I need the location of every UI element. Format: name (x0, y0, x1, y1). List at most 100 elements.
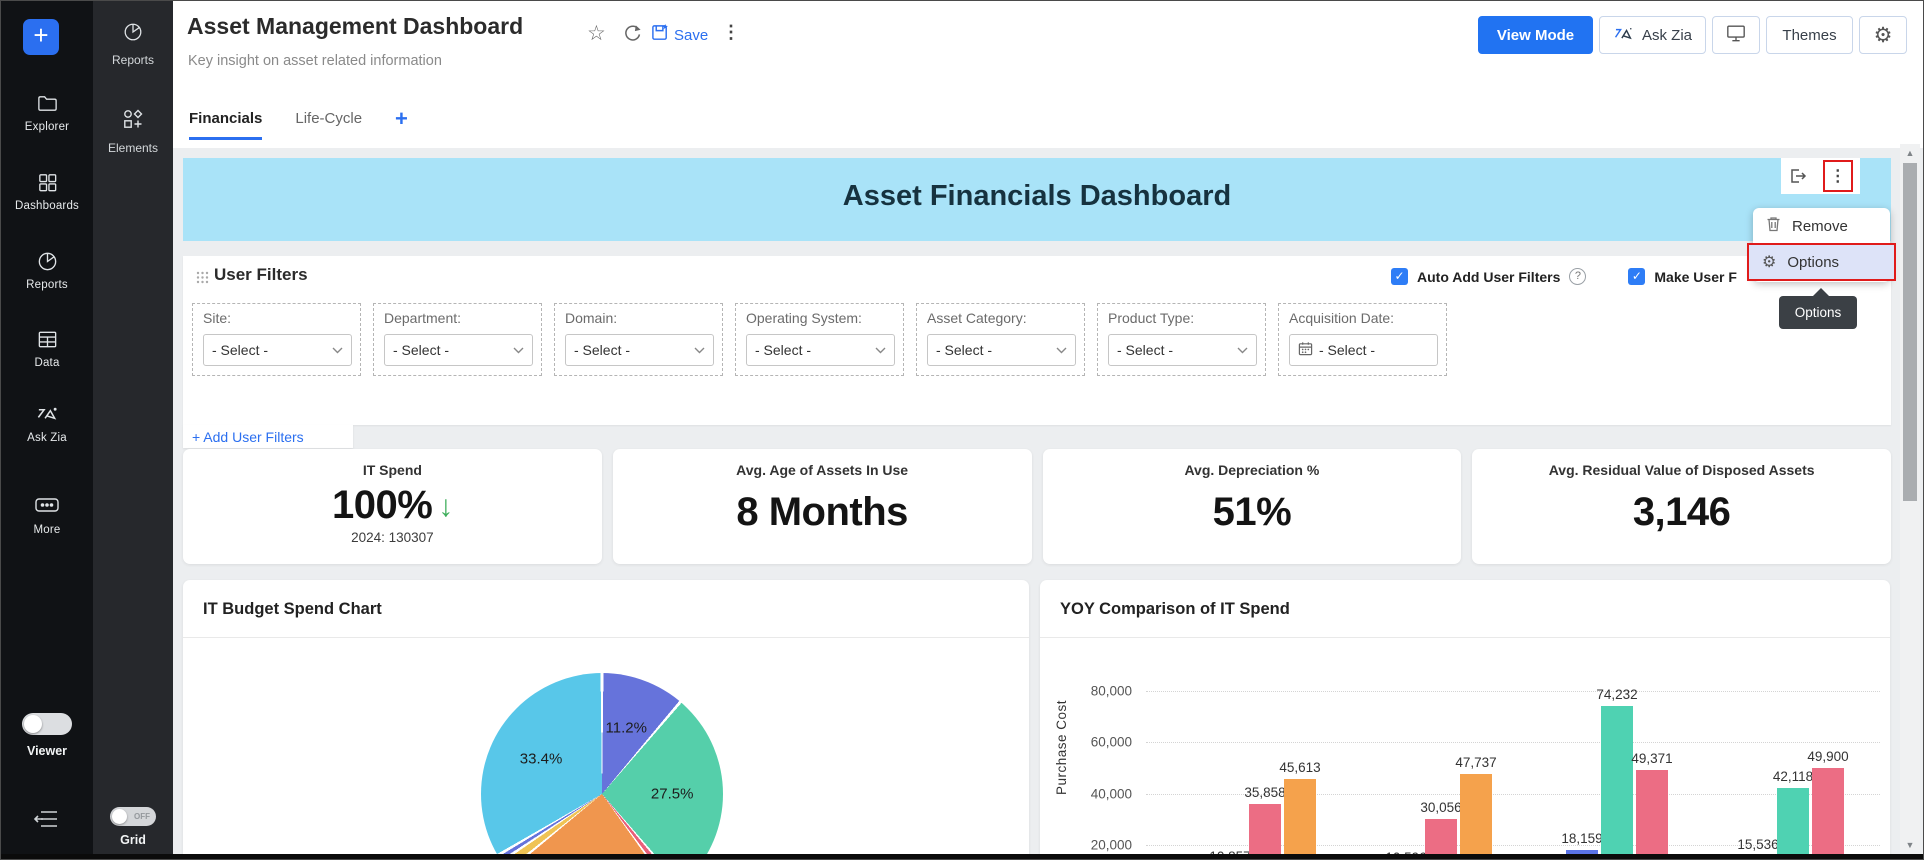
add-user-filters-button[interactable]: + Add User Filters (183, 425, 353, 448)
filter-label: Product Type: (1108, 310, 1195, 326)
bar[interactable] (1636, 769, 1668, 859)
auto-add-filters-checkbox[interactable]: ✓ (1391, 268, 1408, 285)
panel-item-label: Reports (111, 53, 155, 67)
bar-value-label: 42,118 (1772, 769, 1814, 785)
dashboard-banner[interactable]: Asset Financials Dashboard ⋮ (183, 158, 1891, 241)
view-mode-button[interactable]: View Mode (1478, 16, 1593, 54)
bar[interactable] (1425, 819, 1457, 859)
sidebar-item-data[interactable]: Data (1, 328, 93, 369)
panel-item-elements[interactable]: Elements (93, 107, 173, 155)
add-tab-button[interactable]: + (395, 106, 408, 131)
scrollbar-thumb[interactable] (1903, 163, 1917, 501)
sidebar-item-label: Reports (26, 279, 68, 291)
help-icon[interactable]: ? (1569, 268, 1587, 285)
data-table-icon (1, 328, 93, 352)
tab-financials[interactable]: Financials (189, 104, 263, 140)
save-button[interactable]: Save (651, 23, 708, 47)
make-user-filters-checkbox[interactable]: ✓ (1628, 268, 1646, 285)
sidebar-item-ask-zia[interactable]: Ask Zia (1, 403, 93, 444)
presentation-mode-button[interactable] (1712, 16, 1760, 54)
tab-life-cycle[interactable]: Life-Cycle (295, 110, 363, 127)
bar-value-label: 49,371 (1631, 750, 1673, 766)
drag-handle-icon[interactable] (196, 271, 209, 289)
zia-icon (1, 403, 93, 427)
kpi-subtitle: 2024: 130307 (351, 530, 434, 545)
save-label: Save (674, 26, 709, 44)
gear-icon: ⚙ (1873, 23, 1893, 47)
y-tick-label: 60,000 (1090, 734, 1132, 750)
filter-acquisition-date: Acquisition Date: - Select - (1278, 303, 1447, 376)
bar-value-label: 49,900 (1807, 749, 1849, 765)
create-new-button[interactable]: + (23, 19, 59, 55)
bar[interactable] (1284, 779, 1316, 859)
bar[interactable] (1601, 705, 1633, 859)
site-select[interactable]: - Select - (203, 334, 352, 366)
kpi-avg-age[interactable]: Avg. Age of Assets In Use 8 Months (612, 449, 1032, 564)
kpi-avg-residual-value[interactable]: Avg. Residual Value of Disposed Assets 3… (1472, 449, 1891, 564)
department-select[interactable]: - Select - (384, 334, 533, 366)
menu-item-options[interactable]: ⚙ Options (1747, 243, 1896, 281)
banner-kebab-icon[interactable]: ⋮ (1822, 160, 1853, 192)
sidebar-item-label: Explorer (24, 121, 70, 133)
divider (183, 637, 1029, 638)
kpi-row: IT Spend 100% ↓ 2024: 130307 Avg. Age of … (183, 449, 1891, 564)
bar-value-label: 47,737 (1455, 754, 1497, 770)
menu-item-remove[interactable]: Remove (1753, 208, 1890, 244)
bar-value-label: 45,613 (1279, 760, 1321, 776)
collapse-sidebar-icon[interactable] (33, 807, 61, 836)
panel-item-reports[interactable]: Reports (93, 21, 173, 67)
product-type-select[interactable]: - Select - (1108, 334, 1257, 366)
filter-label: Acquisition Date: (1289, 310, 1395, 326)
refresh-icon[interactable] (623, 24, 642, 48)
bar-value-label: 74,232 (1596, 686, 1638, 702)
kpi-title: Avg. Depreciation % (1184, 462, 1320, 478)
gridline (1146, 793, 1880, 795)
pie-report-icon (122, 23, 144, 47)
monitor-icon (1725, 23, 1747, 47)
sidebar-item-dashboards[interactable]: Dashboards (1, 171, 93, 212)
filter-operating-system: Operating System: - Select - (735, 303, 904, 376)
chevron-down-icon (1056, 347, 1067, 354)
kpi-value: 8 Months (736, 490, 908, 534)
pie-disk[interactable] (481, 673, 723, 859)
favorite-star-icon[interactable]: ☆ (587, 22, 606, 45)
y-tick-label: 80,000 (1090, 683, 1132, 699)
chevron-down-icon (694, 347, 705, 354)
kpi-it-spend[interactable]: IT Spend 100% ↓ 2024: 130307 (183, 449, 602, 564)
scroll-up-icon[interactable]: ▲ (1905, 148, 1915, 158)
ask-zia-button[interactable]: Ask Zia (1599, 16, 1706, 54)
sidebar-item-explorer[interactable]: Explorer (1, 92, 93, 133)
settings-button[interactable]: ⚙ (1859, 16, 1907, 54)
trend-down-arrow-icon: ↓ (438, 490, 453, 523)
viewer-toggle[interactable] (22, 713, 72, 735)
zia-icon (1613, 24, 1635, 46)
add-user-filters-label: + Add User Filters (192, 428, 304, 445)
vertical-scrollbar[interactable]: ▲ ▼ (1900, 144, 1920, 854)
filter-label: Operating System: (746, 310, 862, 326)
domain-select[interactable]: - Select - (565, 334, 714, 366)
sidebar-item-more[interactable]: More (1, 495, 93, 536)
bar[interactable] (1812, 768, 1844, 859)
header-kebab-icon[interactable]: ⋮ (722, 22, 740, 42)
filter-domain: Domain: - Select - (554, 303, 723, 376)
trash-icon (1766, 216, 1781, 236)
scroll-down-icon[interactable]: ▼ (1905, 840, 1915, 850)
bar[interactable] (1777, 788, 1809, 859)
sidebar-item-reports[interactable]: Reports (1, 250, 93, 291)
chart-title: IT Budget Spend Chart (203, 600, 382, 618)
bar-value-label: 15,536 (1737, 837, 1779, 853)
pie-slice-label: 33.4% (519, 750, 563, 768)
asset-category-select[interactable]: - Select - (927, 334, 1076, 366)
bar[interactable] (1460, 773, 1492, 859)
chevron-down-icon (1237, 347, 1248, 354)
filter-product-type: Product Type: - Select - (1097, 303, 1266, 376)
export-icon[interactable] (1788, 166, 1808, 186)
themes-button[interactable]: Themes (1766, 16, 1853, 54)
grid-toggle[interactable]: OFF (110, 807, 156, 826)
kpi-title: IT Spend (362, 462, 422, 478)
operating-system-select[interactable]: - Select - (746, 334, 895, 366)
acquisition-date-select[interactable]: - Select - (1289, 334, 1438, 366)
kpi-avg-depreciation[interactable]: Avg. Depreciation % 51% (1042, 449, 1462, 564)
select-value: - Select - (1319, 342, 1376, 358)
bar[interactable] (1249, 804, 1281, 859)
